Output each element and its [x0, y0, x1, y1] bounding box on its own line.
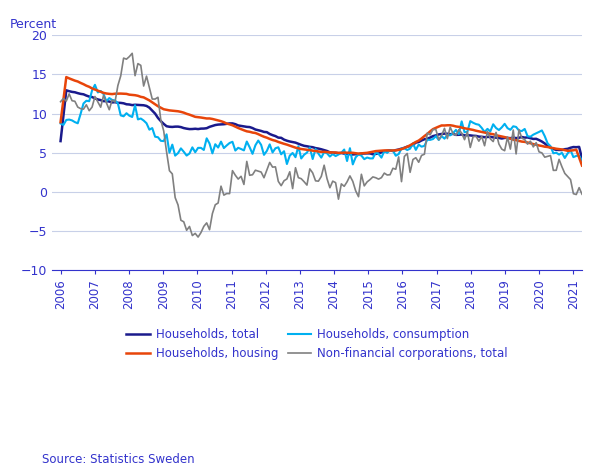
Households, housing: [60, 97, 67, 102]
Non-financial corporations, total: [578, 191, 586, 197]
Line: Households, consumption: Households, consumption: [60, 85, 582, 164]
Households, total: [57, 138, 64, 144]
Households, consumption: [578, 158, 586, 163]
Households, consumption: [140, 118, 147, 124]
Households, consumption: [324, 150, 331, 156]
Households, total: [60, 113, 67, 118]
Households, consumption: [349, 161, 356, 167]
Households, total: [284, 138, 291, 144]
Households, total: [324, 148, 331, 154]
Households, total: [578, 156, 586, 161]
Households, consumption: [128, 114, 136, 120]
Non-financial corporations, total: [286, 169, 293, 175]
Legend: Households, total, Households, housing, Households, consumption, Non-financial c: Households, total, Households, housing, …: [126, 328, 508, 360]
Households, consumption: [91, 82, 99, 88]
Non-financial corporations, total: [140, 83, 147, 89]
Non-financial corporations, total: [226, 191, 233, 197]
Households, housing: [128, 92, 136, 98]
Households, housing: [578, 163, 586, 168]
Households, total: [128, 102, 136, 108]
Households, housing: [284, 142, 291, 147]
Text: Source: Statistics Sweden: Source: Statistics Sweden: [42, 453, 195, 466]
Households, total: [140, 102, 147, 108]
Line: Non-financial corporations, total: Non-financial corporations, total: [60, 53, 582, 237]
Text: Percent: Percent: [10, 17, 57, 30]
Households, total: [223, 121, 230, 127]
Households, consumption: [60, 122, 67, 128]
Households, consumption: [57, 121, 64, 126]
Non-financial corporations, total: [195, 234, 202, 240]
Households, housing: [63, 74, 70, 80]
Non-financial corporations, total: [327, 185, 334, 190]
Line: Households, housing: Households, housing: [60, 77, 582, 166]
Line: Households, total: Households, total: [60, 90, 582, 159]
Non-financial corporations, total: [60, 95, 67, 101]
Households, total: [63, 88, 70, 93]
Non-financial corporations, total: [57, 99, 64, 104]
Households, housing: [223, 121, 230, 126]
Households, housing: [324, 149, 331, 155]
Non-financial corporations, total: [128, 51, 136, 56]
Households, consumption: [223, 143, 230, 148]
Households, consumption: [284, 161, 291, 167]
Non-financial corporations, total: [126, 54, 133, 59]
Households, housing: [57, 119, 64, 125]
Households, housing: [140, 95, 147, 100]
